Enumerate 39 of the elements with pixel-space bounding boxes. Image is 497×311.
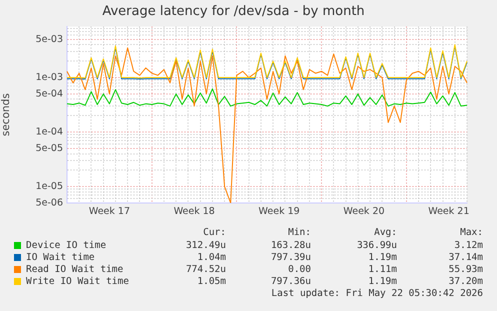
- text: 797.36u: [270, 276, 311, 287]
- text: 774.52u: [184, 264, 226, 275]
- x-tick-label: Week 20: [343, 206, 385, 218]
- x-tick-label: Week 17: [88, 206, 130, 218]
- text: Cur:: [202, 227, 226, 238]
- text: 37.20m: [448, 276, 483, 287]
- text: 1.04m: [196, 252, 226, 263]
- y-tick-label: 5e-03: [36, 34, 63, 45]
- text: 1.11m: [367, 264, 397, 275]
- legend-label: IO Wait time: [26, 252, 95, 263]
- y-tick-label: 5e-04: [36, 88, 63, 100]
- text: 37.14m: [448, 252, 483, 263]
- legend-label: Read IO Wait time: [26, 264, 124, 275]
- y-tick-label: 1e-05: [36, 181, 63, 192]
- chart-title: Average latency for /dev/sda - by month: [102, 4, 365, 20]
- text: 3.12m: [453, 240, 483, 251]
- text: Avg:: [373, 227, 397, 238]
- text: 55.93m: [448, 264, 483, 275]
- legend-label: Device IO time: [26, 240, 106, 251]
- text: 0.00: [287, 264, 311, 275]
- legend-label: Write IO Wait time: [26, 276, 129, 287]
- y-tick-label: 1e-03: [36, 72, 63, 84]
- text: Last update: Fri May 22 05:30:42 2026: [270, 288, 483, 299]
- x-tick-label: Week 19: [258, 206, 300, 218]
- x-tick-label: Week 18: [174, 206, 215, 218]
- text: 1.05m: [196, 276, 226, 287]
- text: 336.99u: [356, 240, 397, 251]
- y-axis-title: seconds: [0, 93, 12, 136]
- text: 312.49u: [184, 240, 226, 251]
- text: 1.19m: [367, 252, 397, 263]
- y-tick-label: 5e-05: [36, 142, 63, 154]
- text: 163.28u: [270, 240, 311, 251]
- text: Max:: [459, 227, 483, 238]
- y-tick-label: 1e-04: [36, 126, 63, 138]
- x-tick-label: Week 21: [428, 206, 470, 218]
- text: 797.39u: [270, 252, 311, 263]
- text: Min:: [287, 227, 311, 238]
- y-tick-label: 5e-06: [36, 197, 63, 208]
- text: 1.19m: [367, 276, 397, 287]
